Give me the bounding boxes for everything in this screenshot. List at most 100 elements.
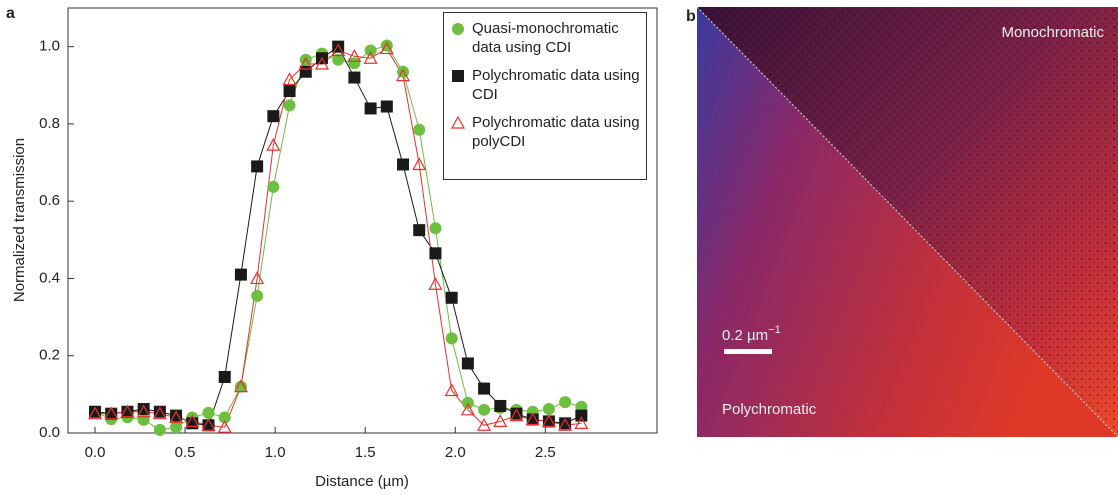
marker — [185, 414, 200, 428]
marker — [429, 247, 442, 260]
y-tick-label: 0.6 — [39, 192, 60, 209]
marker — [89, 405, 102, 418]
legend-item: Polychromatic data using polyCDI — [448, 113, 642, 151]
marker — [364, 102, 377, 115]
marker — [201, 418, 216, 431]
marker — [250, 271, 265, 285]
panel-label: a — [6, 5, 15, 22]
marker — [396, 68, 411, 82]
marker — [428, 276, 443, 290]
marker — [541, 414, 556, 428]
marker — [413, 123, 426, 136]
marker — [461, 357, 474, 370]
marker — [283, 99, 296, 112]
marker — [478, 403, 491, 416]
marker — [137, 413, 150, 426]
marker — [379, 41, 394, 55]
x-tick-label: 2.5 — [535, 444, 556, 461]
marker — [429, 222, 442, 235]
marker — [233, 379, 248, 393]
marker — [452, 23, 464, 35]
marker — [202, 406, 215, 419]
x-axis-label: Distance (µm) — [315, 473, 409, 490]
x-tick-label: 2.0 — [445, 444, 466, 461]
x-tick-label: 1.5 — [355, 444, 376, 461]
marker — [477, 418, 492, 431]
marker — [152, 406, 167, 420]
marker — [363, 50, 378, 64]
diagonal-divider — [696, 6, 1118, 438]
marker — [314, 56, 329, 70]
marker — [574, 416, 589, 429]
marker — [558, 418, 573, 431]
marker — [494, 399, 507, 412]
y-tick-label: 0.0 — [39, 424, 60, 441]
x-tick-label: 1.0 — [265, 444, 286, 461]
legend-label: Polychromatic data using CDI — [472, 67, 640, 103]
upper-label: Monochromatic — [1001, 24, 1104, 41]
marker — [104, 406, 119, 420]
marker — [413, 224, 426, 237]
marker — [348, 57, 361, 70]
legend-label: Quasi-monochromatic data using CDI — [472, 20, 619, 56]
marker — [332, 53, 345, 66]
scale-bar-value: 0.2 µm — [722, 327, 768, 344]
marker — [525, 412, 540, 426]
marker — [331, 43, 346, 57]
marker — [88, 406, 103, 420]
marker — [559, 417, 572, 430]
lower-label: Polychromatic — [722, 401, 817, 418]
marker — [364, 44, 377, 57]
marker — [170, 421, 183, 434]
y-tick-label: 0.8 — [39, 115, 60, 132]
y-tick-label: 0.2 — [39, 347, 60, 364]
marker — [105, 407, 118, 420]
legend-marker — [452, 70, 464, 82]
legend-marker — [452, 23, 464, 35]
marker — [267, 180, 280, 193]
marker — [120, 404, 135, 418]
marker — [347, 49, 362, 62]
marker — [444, 383, 459, 397]
marker — [332, 40, 345, 53]
marker — [510, 407, 523, 420]
legend: Quasi-monochromatic data using CDI Polych… — [443, 12, 647, 180]
marker — [493, 414, 508, 428]
marker — [526, 413, 539, 426]
scale-bar-label: 0.2 µm−1 — [722, 324, 781, 344]
marker — [450, 115, 466, 129]
legend-item: Quasi-monochromatic data using CDI — [448, 19, 642, 57]
marker — [121, 405, 134, 418]
plot-frame — [67, 7, 658, 434]
panel-label: b — [686, 8, 696, 25]
marker — [460, 402, 475, 416]
x-tick-label: 0.0 — [85, 444, 106, 461]
marker — [299, 65, 312, 78]
marker — [202, 419, 215, 432]
marker — [412, 157, 427, 171]
marker — [217, 419, 232, 433]
marker — [559, 396, 572, 409]
marker — [267, 110, 280, 123]
marker — [348, 71, 361, 84]
marker — [218, 411, 231, 424]
marker — [397, 158, 410, 171]
marker — [445, 291, 458, 304]
marker — [251, 289, 264, 302]
marker — [234, 268, 247, 281]
marker — [445, 332, 458, 345]
marker — [153, 405, 166, 418]
marker — [218, 370, 231, 383]
scale-bar-exponent: −1 — [768, 324, 781, 336]
marker — [478, 382, 491, 395]
marker — [136, 404, 151, 418]
legend-item: Polychromatic data using CDI — [448, 66, 642, 104]
marker — [380, 100, 393, 113]
marker — [266, 137, 281, 151]
marker — [234, 380, 247, 393]
marker — [298, 56, 313, 70]
marker — [283, 85, 296, 98]
marker — [397, 65, 410, 78]
marker — [299, 53, 312, 66]
